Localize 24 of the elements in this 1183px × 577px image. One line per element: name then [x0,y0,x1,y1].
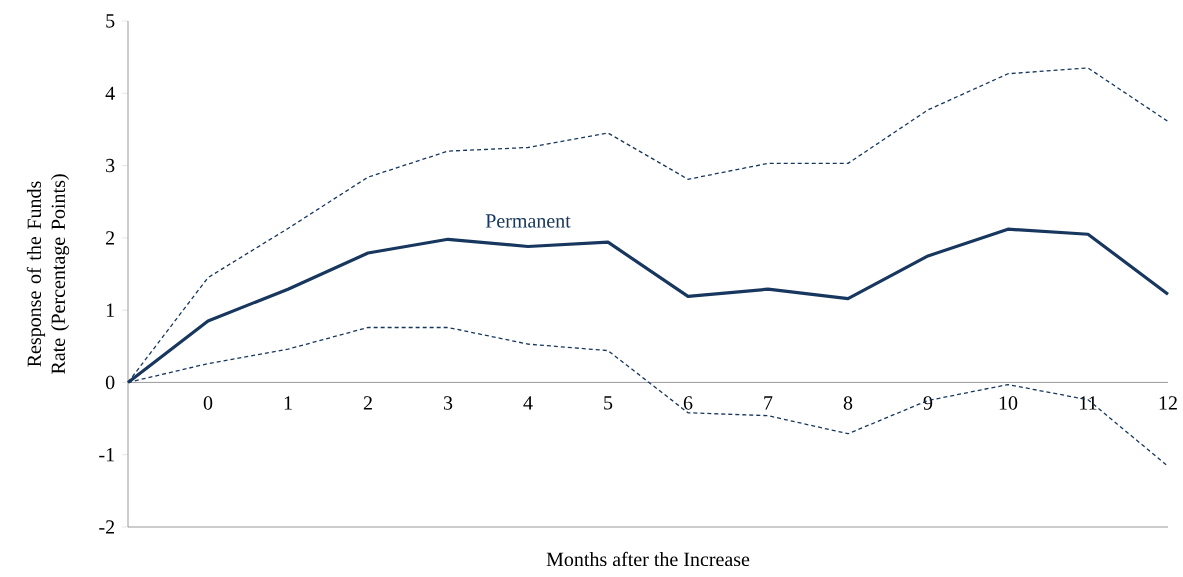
y-tick-label: 0 [105,375,115,390]
y-tick-label: 1 [106,303,114,317]
x-tick-label: 1 [284,396,292,410]
x-tick-label: 8 [843,396,853,410]
x-tick-label: 9 [923,396,933,410]
y-tick-label: 3 [106,158,115,173]
x-tick-label: 0 [203,396,213,410]
y-tick-label: 2 [106,231,115,245]
y-tick-label: -2 [99,520,115,534]
x-tick-label: 12 [1159,396,1177,410]
y-tick-label: -1 [99,448,114,462]
y-tick-label: 4 [105,86,115,100]
x-tick-label: 2 [363,396,372,410]
x-tick-label: 3 [443,396,453,410]
y-tick-label: 5 [106,14,115,28]
y-axis-title: Response of the Funds Rate (Percentage Points) [26,174,70,374]
x-tick-label: 10 [999,396,1018,410]
x-axis-title: Months after the Increase [546,551,750,567]
x-tick-label: 6 [683,396,693,410]
series-label: Permanent [485,214,571,228]
x-tick-label: 11 [1080,396,1097,410]
x-tick-label: 7 [764,396,773,410]
x-tick-label: 5 [604,396,613,410]
x-tick-label: 4 [523,396,533,410]
